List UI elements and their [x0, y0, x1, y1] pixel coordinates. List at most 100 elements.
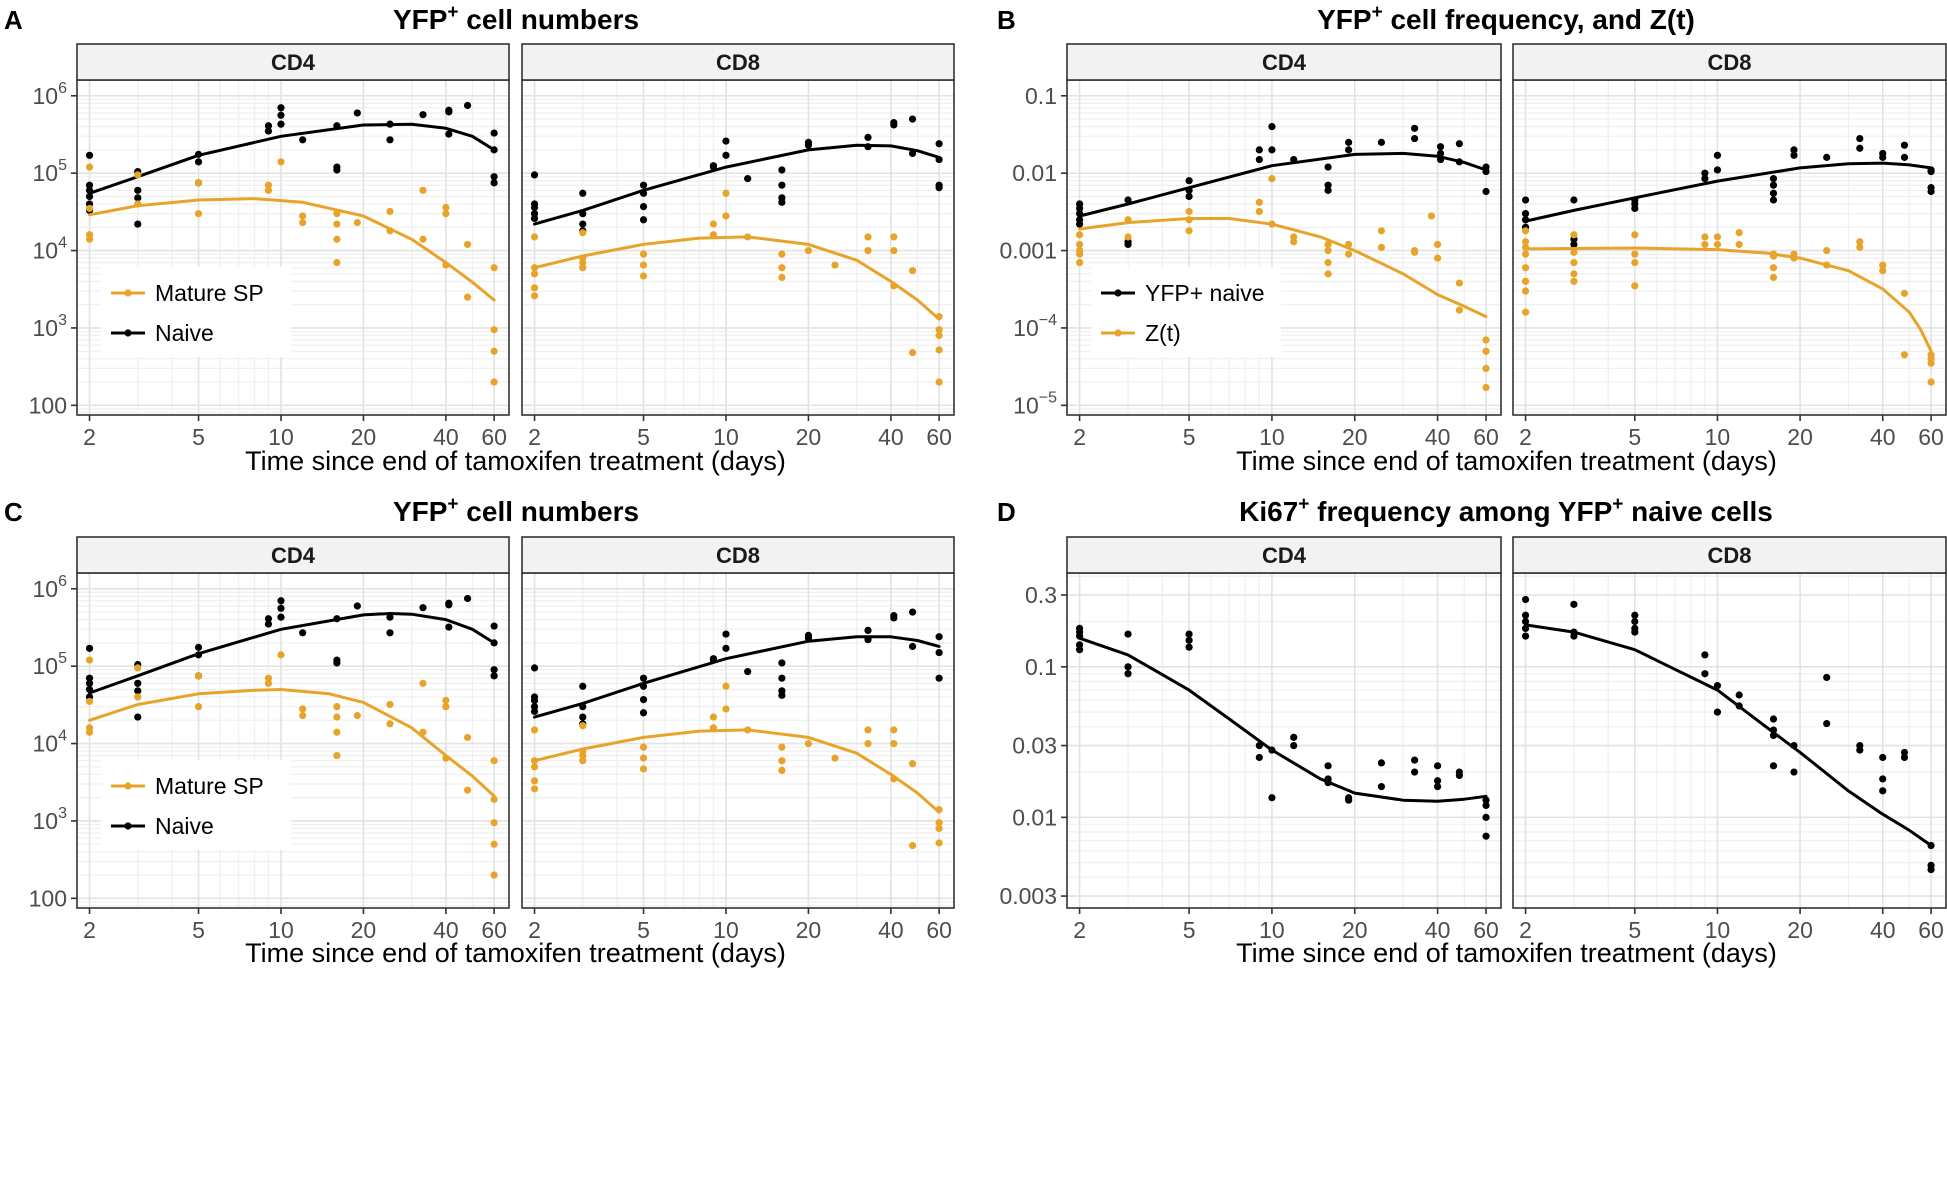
data-point: [935, 674, 943, 682]
data-point: [134, 186, 142, 194]
data-point: [890, 739, 898, 748]
data-point: [277, 158, 285, 166]
data-point: [1268, 146, 1276, 154]
data-point: [709, 713, 718, 721]
data-point: [1879, 775, 1887, 783]
y-tick-label: 10−5: [1013, 389, 1057, 418]
legend-label: Naive: [155, 320, 214, 346]
data-point: [935, 819, 943, 827]
x-tick-label: 40: [1425, 424, 1451, 450]
panel-title: YFP+ cell frequency, and Z(t): [1317, 2, 1695, 35]
data-point: [1823, 246, 1831, 255]
data-point: [1823, 153, 1831, 161]
legend-label: Naive: [155, 813, 214, 839]
data-point: [1769, 181, 1778, 189]
data-point: [804, 739, 813, 748]
panel-label: B: [997, 5, 1016, 35]
data-point: [353, 602, 361, 610]
data-point: [530, 292, 539, 300]
data-point: [1324, 186, 1332, 194]
fit-line: [533, 235, 941, 321]
data-point: [1927, 378, 1935, 386]
data-point: [1521, 250, 1530, 258]
data-point: [1521, 277, 1530, 285]
fit-line: [533, 635, 941, 719]
data-point: [1124, 630, 1132, 638]
x-tick-label: 40: [433, 424, 459, 450]
legend-label: YFP+ naive: [1145, 280, 1265, 306]
data-point: [1482, 347, 1490, 355]
data-point: [935, 839, 943, 847]
data-point: [1436, 143, 1445, 151]
legend: Mature SP Naive: [101, 267, 291, 357]
x-tick-label: 40: [878, 917, 904, 943]
legend: YFP+ naive Z(t): [1091, 267, 1281, 357]
series-z-t-: [1075, 175, 1490, 392]
data-point: [1927, 865, 1935, 874]
x-tick-label: 20: [1342, 424, 1368, 450]
data-point: [1290, 238, 1298, 246]
data-point: [1482, 832, 1490, 840]
data-point: [1900, 753, 1909, 762]
data-point: [709, 220, 718, 228]
data-point: [579, 229, 587, 237]
data-point: [722, 644, 730, 652]
data-point: [85, 679, 94, 687]
data-point: [639, 181, 648, 189]
x-tick-label: 60: [1473, 917, 1499, 943]
data-point: [1713, 151, 1722, 159]
data-point: [1521, 227, 1530, 235]
panel-B: B YFP+ cell frequency, and Z(t) CD4 2 5 10 20 4…: [997, 2, 1947, 476]
x-tick-label: 2: [528, 424, 541, 450]
data-point: [1570, 240, 1578, 249]
fit-line: [1524, 161, 1933, 223]
data-point: [1790, 151, 1798, 159]
fit-line: [533, 728, 941, 814]
data-point: [890, 246, 898, 255]
y-tick-label: 106: [33, 80, 68, 109]
data-point: [579, 722, 587, 730]
facet-strip: [1512, 43, 1947, 81]
x-tick-label: 20: [1342, 917, 1368, 943]
data-point: [1631, 617, 1639, 626]
fit-line: [1524, 246, 1933, 353]
plot-area: [1067, 573, 1501, 908]
data-point: [1927, 167, 1935, 176]
data-point: [277, 120, 285, 128]
data-point: [1124, 233, 1132, 241]
x-tick-label: 10: [1705, 917, 1731, 943]
panel-title: YFP+ cell numbers: [393, 2, 639, 35]
data-point: [530, 726, 539, 734]
x-tick-label: 5: [192, 424, 205, 450]
data-point: [333, 751, 341, 760]
data-point: [1345, 250, 1353, 258]
data-point: [1075, 646, 1084, 654]
data-point: [1324, 270, 1332, 278]
data-point: [1482, 796, 1490, 804]
data-point: [908, 760, 917, 768]
data-point: [1255, 207, 1263, 216]
data-point: [1324, 258, 1332, 267]
data-point: [831, 261, 839, 269]
data-point: [1268, 175, 1276, 183]
data-point: [1713, 233, 1722, 241]
legend-key-point: [124, 822, 132, 830]
data-point: [1631, 204, 1639, 213]
data-point: [264, 615, 273, 623]
x-tick-label: 2: [1073, 424, 1086, 450]
data-point: [490, 819, 498, 827]
data-point: [864, 233, 872, 241]
data-point: [1482, 801, 1490, 810]
x-tick-label: 5: [1183, 424, 1196, 450]
data-point: [639, 202, 648, 211]
y-tick-label: 105: [33, 650, 68, 679]
data-point: [722, 212, 730, 220]
data-point: [490, 129, 498, 137]
data-point: [1900, 153, 1909, 161]
data-point: [445, 601, 453, 609]
data-point: [299, 212, 307, 220]
data-point: [1377, 759, 1386, 767]
x-tick-label: 10: [713, 424, 739, 450]
data-point: [530, 233, 539, 241]
data-point: [333, 166, 341, 174]
